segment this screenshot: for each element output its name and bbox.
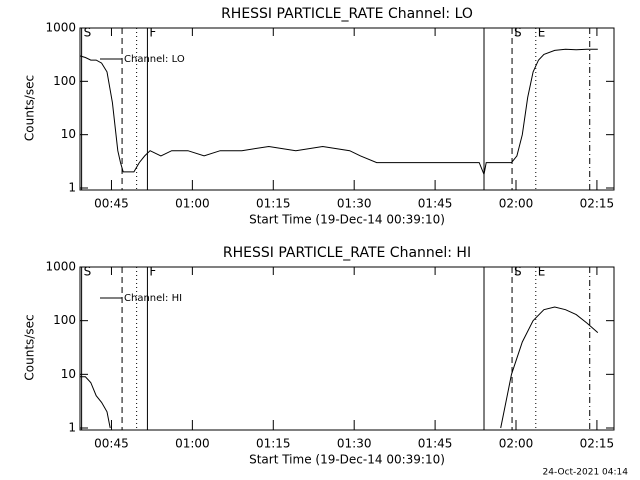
x-tick-label: 01:45 bbox=[418, 197, 453, 211]
event-marker-label: S bbox=[84, 26, 92, 40]
y-tick-label: 1 bbox=[68, 421, 76, 435]
y-tick-label: 1000 bbox=[45, 260, 76, 274]
x-tick-label: 01:45 bbox=[418, 437, 453, 451]
x-axis-label: Start Time (19-Dec-14 00:39:10) bbox=[249, 213, 445, 227]
x-tick-label: 00:45 bbox=[94, 197, 129, 211]
x-tick-label: 01:30 bbox=[337, 197, 372, 211]
y-tick-label: 1 bbox=[68, 181, 76, 195]
x-tick-label: 02:15 bbox=[580, 197, 615, 211]
y-tick-label: 1000 bbox=[45, 21, 76, 35]
data-line bbox=[79, 48, 598, 177]
event-marker-label: F bbox=[149, 265, 156, 279]
x-axis-label: Start Time (19-Dec-14 00:39:10) bbox=[249, 453, 445, 467]
x-tick-label: 00:45 bbox=[94, 437, 129, 451]
event-marker-label: S bbox=[514, 26, 522, 40]
y-axis-label: Counts/sec bbox=[23, 75, 37, 141]
x-tick-label: 02:15 bbox=[580, 437, 615, 451]
y-tick-label: 10 bbox=[61, 127, 76, 141]
y-tick-label: 100 bbox=[53, 74, 76, 88]
legend-label: Channel: HI bbox=[124, 293, 182, 304]
y-axis-label: Counts/sec bbox=[23, 314, 37, 380]
y-tick-label: 10 bbox=[61, 367, 76, 381]
event-marker-label: S bbox=[514, 265, 522, 279]
legend-label: Channel: LO bbox=[124, 54, 185, 65]
x-tick-label: 01:00 bbox=[175, 197, 210, 211]
chart-title: RHESSI PARTICLE_RATE Channel: LO bbox=[221, 6, 473, 22]
event-marker-label: F bbox=[149, 26, 156, 40]
x-tick-label: 01:15 bbox=[256, 437, 291, 451]
event-marker-label: E bbox=[538, 265, 546, 279]
event-marker-label: S bbox=[84, 265, 92, 279]
chart-title: RHESSI PARTICLE_RATE Channel: HI bbox=[223, 245, 471, 261]
plot-frame bbox=[79, 27, 615, 191]
x-tick-label: 01:00 bbox=[175, 437, 210, 451]
y-tick-label: 100 bbox=[53, 313, 76, 327]
x-tick-label: 02:00 bbox=[499, 437, 534, 451]
event-marker-label: E bbox=[538, 26, 546, 40]
x-tick-label: 02:00 bbox=[499, 197, 534, 211]
footer-timestamp: 24-Oct-2021 04:14 bbox=[543, 468, 629, 478]
plot-frame bbox=[79, 266, 615, 431]
data-line bbox=[80, 306, 599, 429]
x-tick-label: 01:15 bbox=[256, 197, 291, 211]
x-tick-label: 01:30 bbox=[337, 437, 372, 451]
